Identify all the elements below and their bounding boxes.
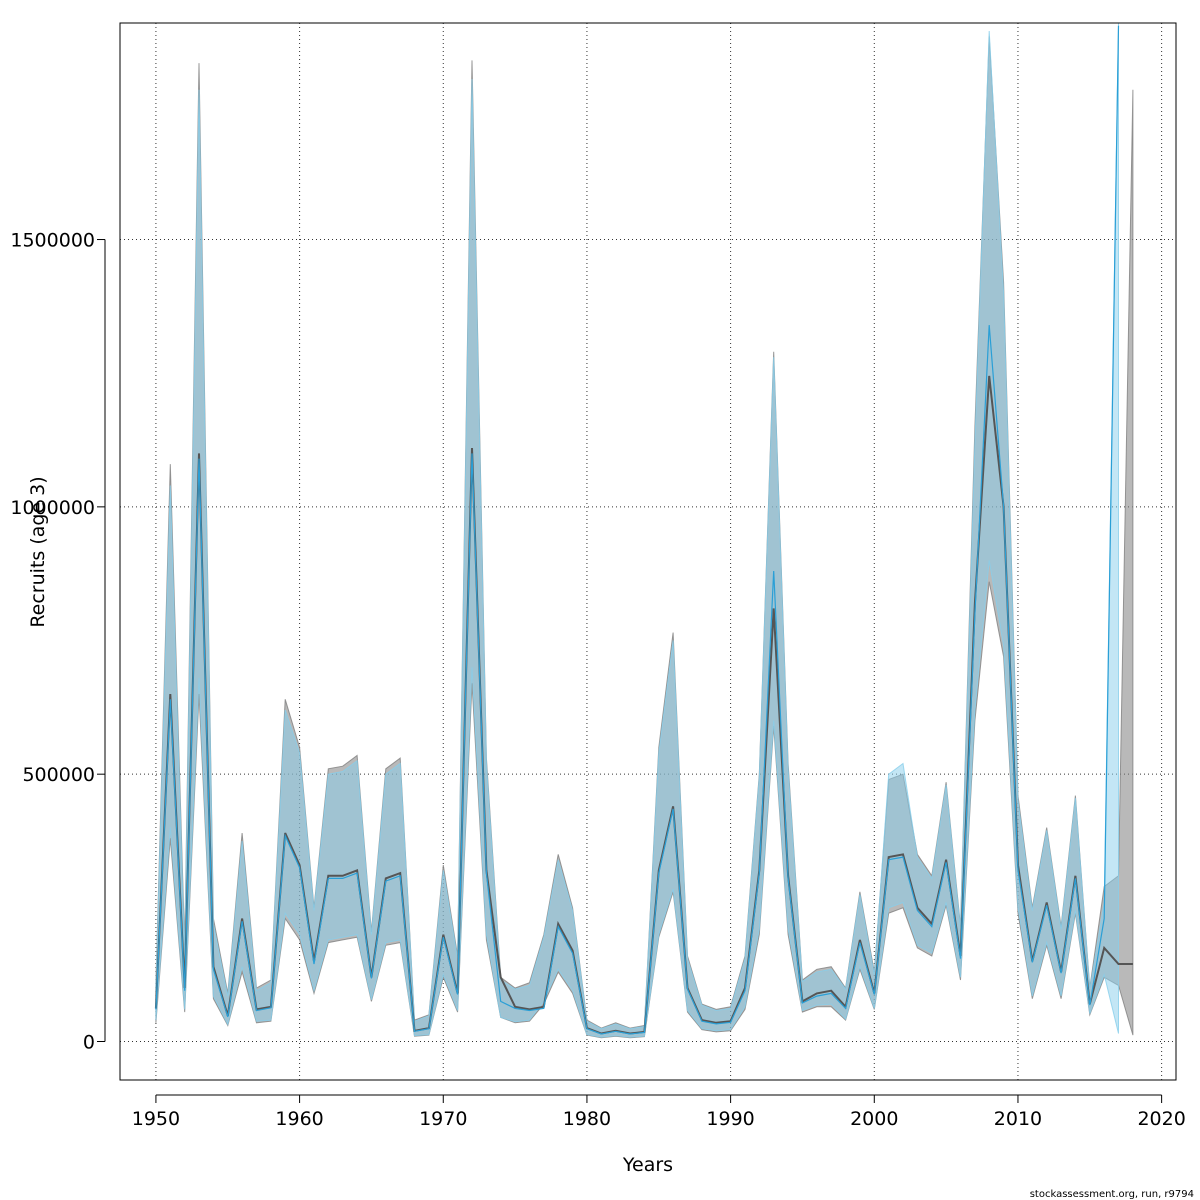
y-tick-label-0: 0 bbox=[83, 1032, 95, 1054]
blue-estimate-line bbox=[155, 25, 1120, 1035]
y-tick-label-1000000: 1000000 bbox=[10, 497, 95, 519]
footer-credit: stockassessment.org, run, r9794 bbox=[1030, 1189, 1194, 1200]
x-tick-label-2010: 2010 bbox=[994, 1108, 1042, 1130]
x-tick-label-1990: 1990 bbox=[706, 1108, 754, 1130]
blue-confidence-band bbox=[155, 23, 1119, 1038]
y-tick-label-1500000: 1500000 bbox=[10, 230, 95, 252]
estimate-lines bbox=[154, 25, 1133, 1035]
x-tick-label-1960: 1960 bbox=[275, 1108, 323, 1130]
x-axis-title: Years bbox=[622, 1154, 673, 1176]
x-axis: 1950 1960 1970 1980 1990 2000 2010 2020 bbox=[132, 1094, 1186, 1130]
plot-frame bbox=[119, 22, 1177, 1081]
x-tick-label-1970: 1970 bbox=[419, 1108, 467, 1130]
x-tick-label-2020: 2020 bbox=[1137, 1108, 1185, 1130]
y-tick-label-500000: 500000 bbox=[22, 764, 95, 786]
grid bbox=[120, 23, 1176, 1080]
y-axis: 0 500000 1000000 1500000 bbox=[10, 230, 106, 1054]
x-tick-label-1980: 1980 bbox=[563, 1108, 611, 1130]
confidence-bands bbox=[155, 23, 1134, 1039]
x-tick-label-2000: 2000 bbox=[850, 1108, 898, 1130]
x-tick-label-1950: 1950 bbox=[132, 1108, 180, 1130]
y-axis-title: Recruits (age 3) bbox=[27, 476, 49, 627]
